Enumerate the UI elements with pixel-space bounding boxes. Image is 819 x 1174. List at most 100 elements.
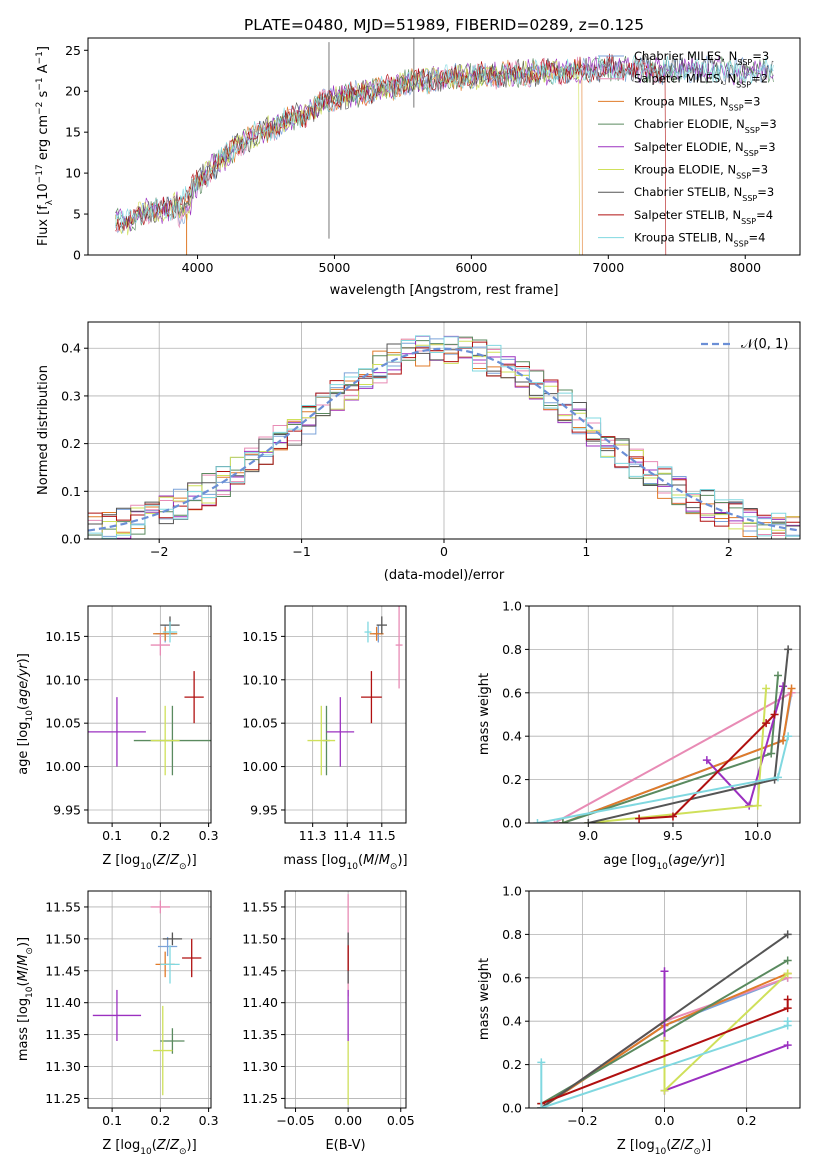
y-tick-label: 20 xyxy=(65,84,81,99)
y-tick-label: 11.25 xyxy=(45,1091,81,1106)
gridlines xyxy=(285,891,406,1108)
gridlines xyxy=(88,891,211,1108)
plot-area xyxy=(537,930,792,1108)
weight-marker xyxy=(533,819,542,823)
y-tick-label: 0.4 xyxy=(502,729,522,744)
x-tick-label: −1 xyxy=(292,544,310,559)
weight-marker xyxy=(784,645,793,654)
y-tick-label: 11.55 xyxy=(45,899,81,914)
x-axis-label: E(B-V) xyxy=(325,1138,365,1153)
y-tick-label: 11.50 xyxy=(45,931,81,946)
x-tick-label: 11.4 xyxy=(333,828,361,843)
weight-marker xyxy=(783,956,792,965)
y-tick-label: 1.0 xyxy=(502,599,522,614)
y-tick-label: 11.55 xyxy=(242,899,278,914)
x-tick-label: 0.2 xyxy=(150,828,170,843)
panel-weight_vs_age: 9.0 9.5 10.0 0.0 0.2 0.4 0.6 0.8 1.0 age [log10(a… xyxy=(477,599,801,872)
panel-weight_vs_Z: −0.2 0.0 0.2 0.0 0.2 0.4 0.6 0.8 1.0 Z [log10(Z/Z… xyxy=(477,884,801,1157)
plot-area xyxy=(88,335,800,539)
weight-marker xyxy=(537,1104,546,1108)
y-tick-label: 10.05 xyxy=(242,716,278,731)
legend-label: Chabrier STELIB, NSSP=3 xyxy=(634,185,774,203)
x-tick-label: −0.2 xyxy=(567,1113,597,1128)
x-tick-label: 1 xyxy=(582,544,590,559)
x-tick-label: 0.05 xyxy=(387,1113,415,1128)
y-tick-label: 11.40 xyxy=(242,995,278,1010)
x-axis-label: mass [log10(M/M⊙)] xyxy=(283,853,407,872)
y-tick-label: 0.4 xyxy=(61,341,81,356)
weight-marker xyxy=(783,930,792,939)
plot-area xyxy=(533,645,796,823)
y-tick-label: 11.40 xyxy=(45,995,81,1010)
axes-frame xyxy=(528,605,801,824)
y-tick-label: 9.95 xyxy=(53,802,81,817)
x-tick-label: 0.3 xyxy=(199,828,219,843)
y-tick-label: 0.2 xyxy=(502,1057,522,1072)
weight-marker xyxy=(773,671,782,680)
y-tick-label: 25 xyxy=(65,43,81,58)
y-tick-label: 0.8 xyxy=(502,642,522,657)
weight-marker xyxy=(783,1017,792,1026)
legend-label: Salpeter MILES, NSSP=2 xyxy=(634,72,768,90)
gridlines xyxy=(88,606,211,823)
y-tick-label: 11.50 xyxy=(242,931,278,946)
panel-age_vs_Z: 0.1 0.2 0.3 9.95 10.00 10.05 10.10 10.15 Z [log1… xyxy=(16,605,219,872)
x-tick-label: 5000 xyxy=(319,260,351,275)
axes-frame xyxy=(87,605,212,824)
weight-marker xyxy=(770,710,779,719)
axes-frame xyxy=(284,890,407,1109)
y-tick-label: 10.00 xyxy=(45,759,81,774)
x-tick-label: 0.0 xyxy=(655,1113,675,1128)
x-tick-label: 0 xyxy=(440,544,448,559)
spectrum-line-kroupa-stelib xyxy=(115,55,774,229)
x-tick-label: 6000 xyxy=(455,260,487,275)
y-tick-label: 0.2 xyxy=(61,436,81,451)
weight-line xyxy=(540,933,789,1108)
y-tick-label: 0.0 xyxy=(61,532,81,547)
weight-marker xyxy=(660,967,669,976)
axes-frame xyxy=(284,605,407,824)
legend-label: 𝒩(0, 1) xyxy=(741,337,788,352)
x-tick-label: 8000 xyxy=(729,260,761,275)
y-tick-label: 10.15 xyxy=(242,629,278,644)
y-tick-label: 11.45 xyxy=(242,963,278,978)
x-tick-label: 10.0 xyxy=(744,828,772,843)
axes-frame xyxy=(87,321,801,540)
x-tick-label: 0.1 xyxy=(102,1113,122,1128)
weight-marker xyxy=(584,819,593,823)
y-tick-label: 11.35 xyxy=(242,1027,278,1042)
weight-marker xyxy=(767,749,776,758)
y-tick-label: 11.30 xyxy=(45,1059,81,1074)
y-tick-label: 1.0 xyxy=(502,884,522,899)
panel-age_vs_mass: 11.3 11.4 11.5 9.95 10.00 10.05 10.10 10.15 mass… xyxy=(242,605,408,872)
x-tick-label: 0.00 xyxy=(334,1113,362,1128)
axes-frame xyxy=(87,37,801,256)
x-tick-label: 11.3 xyxy=(299,828,327,843)
x-tick-label: 0.1 xyxy=(102,828,122,843)
axes-frame xyxy=(528,890,801,1109)
weight-marker xyxy=(784,732,793,741)
y-tick-label: 0.0 xyxy=(502,1101,522,1116)
weight-marker xyxy=(783,1041,792,1050)
axes-frame xyxy=(87,890,212,1109)
y-tick-label: 10.15 xyxy=(45,629,81,644)
x-tick-label: 4000 xyxy=(182,260,214,275)
y-tick-label: 11.30 xyxy=(242,1059,278,1074)
y-tick-label: 0.3 xyxy=(61,388,81,403)
gridlines xyxy=(285,606,406,823)
plot-area xyxy=(115,38,774,255)
weight-marker xyxy=(753,801,762,810)
x-tick-label: 0.2 xyxy=(150,1113,170,1128)
weight-marker xyxy=(773,773,782,782)
normal-curve xyxy=(88,347,800,532)
spectrum-line-kroupa-miles xyxy=(183,59,583,255)
y-tick-label: 0.8 xyxy=(502,927,522,942)
x-tick-label: 2 xyxy=(725,544,733,559)
legend: 𝒩(0, 1) xyxy=(701,337,788,352)
x-tick-label: 9.5 xyxy=(663,828,683,843)
histogram-kroupa-stelib xyxy=(88,335,800,539)
x-axis-label: Z [log10(Z/Z⊙)] xyxy=(617,1138,711,1157)
spectrum-line-chabrier-stelib xyxy=(115,54,774,230)
y-axis-label: mass weight xyxy=(477,958,492,1040)
